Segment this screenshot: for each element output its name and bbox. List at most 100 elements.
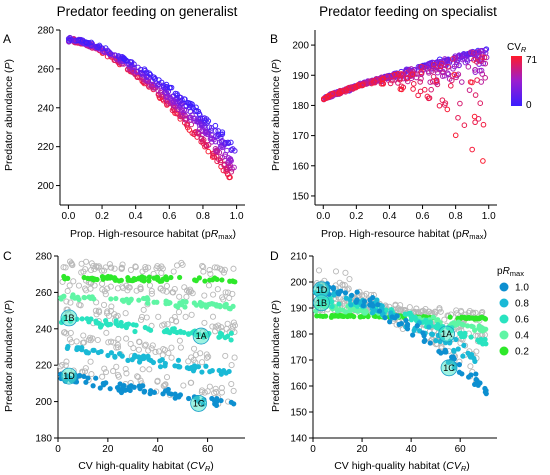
series-point-0.4: [362, 310, 368, 316]
y-tick-label: 220: [35, 361, 52, 372]
data-point: [88, 39, 95, 46]
x-tick-label: 0.6: [162, 211, 176, 222]
callout-marker: [440, 359, 458, 377]
series-point-0.2: [232, 279, 238, 285]
data-point: [421, 86, 428, 93]
background-point: [122, 310, 129, 317]
background-point: [95, 307, 102, 314]
series-point-0.8: [108, 350, 115, 356]
series-point-0.2: [219, 277, 225, 283]
series-point-1.0: [85, 375, 91, 381]
series-point-0.2: [472, 316, 478, 322]
series-point-0.4: [343, 309, 349, 315]
data-point: [472, 67, 479, 73]
background-point: [176, 337, 183, 344]
data-point: [205, 142, 212, 148]
data-point: [437, 63, 444, 70]
background-point: [214, 264, 221, 271]
background-point: [140, 306, 147, 313]
y-tick-label: 220: [37, 142, 54, 153]
data-point: [472, 119, 478, 126]
legend-swatch-0.4: [499, 330, 509, 340]
colorbar-gradient: [511, 56, 522, 106]
data-point: [429, 78, 436, 85]
data-point: [88, 42, 94, 49]
data-point: [410, 86, 416, 92]
panel-d-callouts: 1D 1B 1A 1C: [313, 281, 458, 377]
series-point-0.8: [137, 354, 143, 361]
y-tick-label: 280: [35, 252, 52, 263]
series-point-1.0: [410, 332, 416, 338]
data-point: [146, 70, 153, 77]
background-point: [160, 382, 167, 389]
series-point-0.6: [142, 324, 148, 331]
x-tick-label: 0.0: [316, 211, 330, 222]
data-point: [457, 100, 463, 107]
legend-label-0.4: 0.4: [515, 331, 529, 342]
data-point: [219, 131, 226, 137]
background-point: [137, 316, 145, 323]
data-point: [470, 50, 477, 56]
data-point: [450, 66, 456, 72]
background-point: [67, 299, 74, 306]
background-point: [230, 319, 237, 326]
background-point: [88, 371, 95, 378]
series-point-1.0: [147, 391, 153, 397]
background-point: [220, 296, 227, 303]
background-point: [142, 341, 149, 348]
background-point: [188, 311, 195, 318]
background-point: [142, 263, 149, 271]
series-point-0.4: [355, 308, 361, 314]
data-point: [465, 64, 472, 70]
data-point: [482, 75, 488, 81]
series-point-0.4: [108, 296, 114, 302]
cv-colorbar: CVR 71 0: [507, 42, 538, 111]
series-point-0.4: [121, 297, 127, 304]
background-point: [102, 369, 110, 376]
background-point: [470, 309, 477, 316]
background-point: [201, 292, 208, 299]
x-tick-label: 60: [455, 444, 467, 455]
series-point-0.2: [104, 275, 110, 281]
callout-label: 1D: [316, 285, 328, 295]
series-point-0.6: [468, 334, 474, 340]
data-point: [168, 84, 175, 91]
legend-swatch-1.0: [499, 282, 509, 292]
data-point: [398, 86, 405, 93]
panel-b-letter: B: [270, 32, 278, 46]
panel-b-title: Predator feeding on specialist: [319, 4, 497, 19]
background-point: [114, 341, 121, 348]
background-point: [170, 268, 177, 275]
data-point: [209, 135, 215, 142]
series-point-0.4: [455, 320, 461, 326]
data-point: [68, 37, 75, 44]
background-point: [141, 342, 148, 349]
series-point-0.2: [458, 314, 465, 320]
background-point: [339, 281, 346, 288]
series-point-0.8: [162, 360, 168, 367]
data-point: [426, 70, 432, 76]
series-point-0.8: [426, 324, 432, 330]
series-point-1.0: [151, 389, 158, 396]
y-tick-label: 210: [290, 252, 307, 263]
panel-d-axes: 0 20 40 60 140 150 160 170 180 190 200 210: [290, 252, 497, 455]
series-point-1.0: [209, 395, 215, 402]
callout-marker: [438, 325, 455, 343]
series-point-0.4: [480, 328, 486, 334]
series-point-0.4: [127, 297, 134, 304]
series-point-1.0: [231, 401, 237, 407]
background-point: [230, 265, 237, 272]
background-point: [87, 337, 94, 344]
data-point: [412, 71, 418, 77]
series-point-0.8: [331, 292, 337, 298]
panel-c-callouts: 1B 1A 1D 1C: [60, 309, 210, 412]
background-point: [182, 313, 189, 320]
panel-b: Predator feeding on specialist B Predato…: [270, 4, 538, 241]
data-point: [428, 86, 434, 93]
background-point: [205, 282, 213, 289]
data-point: [123, 57, 129, 63]
series-point-0.6: [97, 324, 104, 330]
series-point-0.8: [105, 352, 111, 359]
callout-label: 1B: [316, 298, 327, 308]
series-point-0.8: [90, 347, 96, 353]
